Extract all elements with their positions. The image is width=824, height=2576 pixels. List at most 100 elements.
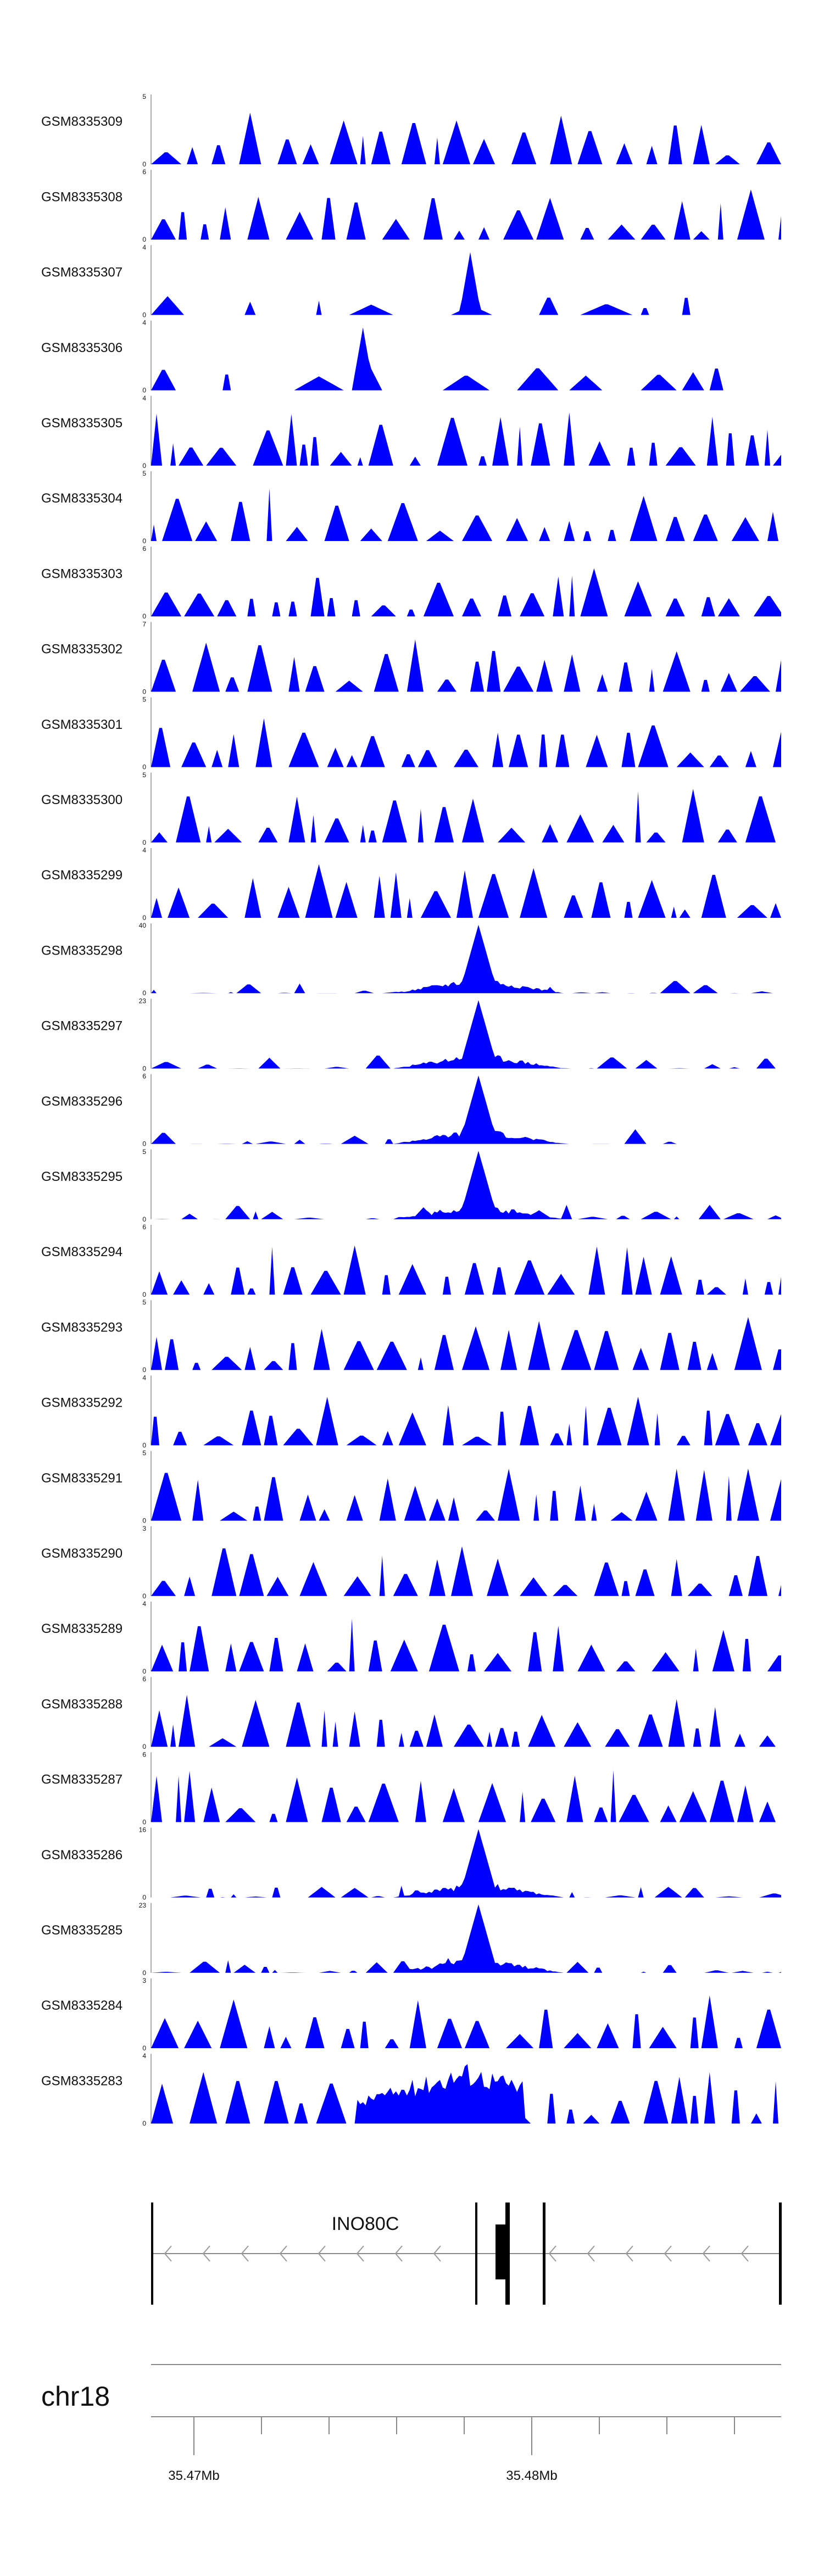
coverage-area bbox=[151, 1075, 781, 1144]
track-label: GSM8335291 bbox=[41, 1471, 123, 1486]
y-min-label: 0 bbox=[142, 537, 146, 545]
coverage-area bbox=[151, 1694, 781, 1747]
y-max-label: 5 bbox=[142, 93, 146, 101]
y-max-label: 4 bbox=[142, 394, 146, 402]
coverage-area bbox=[151, 1995, 781, 2048]
coverage-track-GSM8335301: GSM8335301 5 0 bbox=[41, 696, 781, 771]
coverage-track-GSM8335294: GSM8335294 6 0 bbox=[41, 1223, 781, 1298]
coverage-area bbox=[151, 568, 781, 617]
y-min-label: 0 bbox=[142, 839, 146, 846]
strand-arrow bbox=[664, 2245, 672, 2262]
track-label: GSM8335302 bbox=[41, 642, 123, 657]
coverage-track-GSM8335286: GSM8335286 16 0 bbox=[41, 1826, 781, 1902]
gene-label: INO80C bbox=[332, 2213, 399, 2234]
strand-arrow bbox=[587, 2245, 595, 2262]
strand-arrow bbox=[702, 2245, 710, 2262]
track-label: GSM8335296 bbox=[41, 1094, 123, 1109]
strand-arrow bbox=[202, 2245, 210, 2262]
y-max-label: 4 bbox=[142, 243, 146, 251]
track-label: GSM8335292 bbox=[41, 1396, 123, 1410]
coverage-area bbox=[151, 488, 781, 541]
coverage-area bbox=[151, 1829, 781, 1898]
gene-exon-bar bbox=[543, 2203, 545, 2305]
y-min-label: 0 bbox=[142, 2120, 146, 2127]
y-max-label: 4 bbox=[142, 1374, 146, 1381]
y-max-label: 5 bbox=[142, 771, 146, 779]
y-max-label: 6 bbox=[142, 1675, 146, 1683]
track-label: GSM8335285 bbox=[41, 1923, 123, 1938]
y-max-label: 4 bbox=[142, 319, 146, 327]
y-max-label: 5 bbox=[142, 1449, 146, 1457]
y-max-label: 6 bbox=[142, 545, 146, 553]
coverage-track-GSM8335299: GSM8335299 4 0 bbox=[41, 846, 781, 922]
y-max-label: 5 bbox=[142, 1148, 146, 1156]
coverage-area bbox=[151, 1151, 781, 1219]
strand-arrow bbox=[394, 2245, 403, 2262]
coverage-track-GSM8335300: GSM8335300 5 0 bbox=[41, 771, 781, 846]
coverage-area bbox=[151, 864, 781, 918]
coverage-track-GSM8335284: GSM8335284 3 0 bbox=[41, 1977, 781, 2052]
track-label: GSM8335301 bbox=[41, 717, 123, 732]
coverage-area bbox=[151, 718, 781, 767]
coverage-track-GSM8335296: GSM8335296 6 0 bbox=[41, 1073, 781, 1148]
coverage-track-GSM8335293: GSM8335293 5 0 bbox=[41, 1298, 781, 1374]
coverage-area bbox=[151, 113, 781, 164]
coverage-area bbox=[151, 189, 781, 240]
track-label: GSM8335295 bbox=[41, 1169, 123, 1184]
y-max-label: 40 bbox=[139, 922, 147, 929]
y-max-label: 3 bbox=[142, 1977, 146, 1984]
track-label: GSM8335293 bbox=[41, 1320, 123, 1335]
gene-exon-bar bbox=[151, 2203, 153, 2305]
y-min-label: 0 bbox=[142, 1215, 146, 1223]
y-min-label: 0 bbox=[142, 1592, 146, 1600]
track-label: GSM8335294 bbox=[41, 1245, 123, 1259]
track-label: GSM8335298 bbox=[41, 943, 123, 958]
strand-arrow bbox=[279, 2245, 287, 2262]
gene-exon-bar bbox=[779, 2203, 782, 2305]
track-label: GSM8335288 bbox=[41, 1697, 123, 1711]
y-max-label: 16 bbox=[139, 1826, 147, 1834]
track-label: GSM8335308 bbox=[41, 189, 123, 204]
coverage-area bbox=[151, 1546, 781, 1596]
y-min-label: 0 bbox=[142, 688, 146, 695]
track-label: GSM8335304 bbox=[41, 491, 123, 506]
y-max-label: 7 bbox=[142, 620, 146, 628]
coverage-track-GSM8335292: GSM8335292 4 0 bbox=[41, 1374, 781, 1449]
coverage-track-GSM8335297: GSM8335297 23 0 bbox=[41, 997, 781, 1072]
coverage-track-GSM8335306: GSM8335306 4 0 bbox=[41, 319, 781, 394]
y-max-label: 6 bbox=[142, 1750, 146, 1758]
y-min-label: 0 bbox=[142, 1668, 146, 1675]
y-min-label: 0 bbox=[142, 1743, 146, 1750]
y-min-label: 0 bbox=[142, 236, 146, 243]
y-min-label: 0 bbox=[142, 311, 146, 319]
coverage-area bbox=[151, 1468, 781, 1521]
track-label: GSM8335287 bbox=[41, 1772, 123, 1787]
strand-arrow bbox=[741, 2245, 749, 2262]
strand-arrow bbox=[318, 2245, 326, 2262]
y-min-label: 0 bbox=[142, 989, 146, 997]
y-min-label: 0 bbox=[142, 1818, 146, 1826]
coverage-track-GSM8335288: GSM8335288 6 0 bbox=[41, 1675, 781, 1750]
strand-arrow bbox=[356, 2245, 364, 2262]
coverage-track-GSM8335309: GSM8335309 5 0 bbox=[41, 93, 781, 168]
y-min-label: 0 bbox=[142, 914, 146, 922]
coverage-area bbox=[151, 412, 781, 466]
coverage-area bbox=[151, 1618, 781, 1671]
coverage-tracks: GSM833530950GSM833530860GSM833530740GSM8… bbox=[41, 93, 781, 2127]
coverage-track-GSM8335308: GSM8335308 6 0 bbox=[41, 168, 781, 243]
coverage-area bbox=[151, 1000, 781, 1069]
coverage-track-GSM8335287: GSM8335287 6 0 bbox=[41, 1750, 781, 1826]
coverage-area bbox=[151, 639, 781, 692]
track-label: GSM8335283 bbox=[41, 2073, 123, 2088]
axis-ticks bbox=[193, 2417, 735, 2455]
coverage-track-GSM8335295: GSM8335295 5 0 bbox=[41, 1148, 781, 1223]
y-min-label: 0 bbox=[142, 160, 146, 168]
coverage-track-GSM8335307: GSM8335307 4 0 bbox=[41, 243, 781, 319]
track-label: GSM8335289 bbox=[41, 1621, 123, 1636]
coverage-track-GSM8335285: GSM8335285 23 0 bbox=[41, 1902, 781, 1977]
y-min-label: 0 bbox=[142, 2044, 146, 2052]
coverage-track-GSM8335303: GSM8335303 6 0 bbox=[41, 545, 781, 620]
gene-exon-bar bbox=[475, 2203, 477, 2305]
track-label: GSM8335299 bbox=[41, 868, 123, 883]
y-min-label: 0 bbox=[142, 1969, 146, 1977]
